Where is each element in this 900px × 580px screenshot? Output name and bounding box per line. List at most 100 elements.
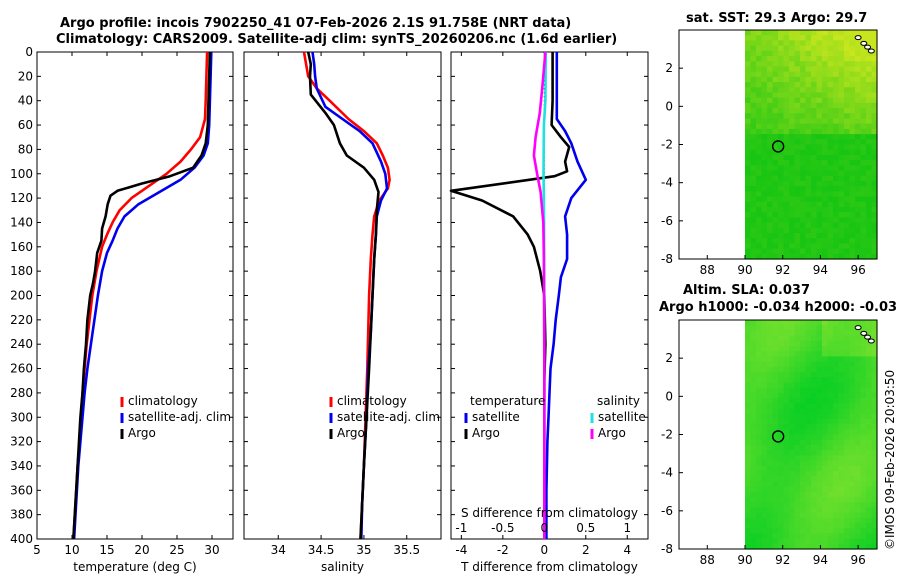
altim-sla-map-cell [838,325,845,331]
sat-sst-map-cell [833,243,840,250]
altim-sla-map-cell [783,465,790,472]
sat-sst-map-cell [805,196,812,203]
altim-sla-map-cell [833,398,840,404]
sat-sst-map-cell [822,154,829,161]
altim-sla-map-cell [800,502,807,508]
altim-sla-map-cell [778,346,785,352]
altim-sla-map-cell [849,408,856,415]
sat-sst-map-cell [816,180,823,187]
altim-sla-map-cell [750,470,757,477]
altim-sla-map-cell [794,481,801,488]
altim-sla-map-cell [833,522,840,529]
altim-sla-map-cell [849,413,856,420]
sat-sst-map-cell [855,92,862,99]
altim-sla-map-cell [871,512,878,519]
altim-sla-map-cell [827,372,834,378]
sat-sst-map-cell [811,201,818,208]
sat-sst-map-cell [860,134,867,140]
sat-sst-map-cell [833,144,840,151]
sat-sst-map-cell [745,76,752,83]
altim-sla-map-cell [866,496,873,503]
altim-sla-map-cell [800,418,807,425]
altim-sla-map-cell [849,372,856,378]
sat-sst-map [678,29,878,260]
sat-sst-map-cell [833,180,840,187]
sat-sst-map-cell [745,165,752,172]
altim-sla-map-cell [844,424,851,430]
altim-sla-map-cell [783,450,790,456]
altim-sla-map-cell [816,496,823,503]
sat-sst-map-ytick-label: -6 [661,214,673,228]
altim-sla-map-cell [866,460,873,467]
altim-sla-map-cell [822,413,829,420]
sat-sst-map-cell [816,217,823,224]
altim-sla-map-cell [855,424,862,430]
sat-sst-map-cell [816,222,823,229]
sat-sst-map-cell [860,149,867,156]
sat-sst-map-cell [783,243,790,250]
altim-sla-map-cell [866,491,873,498]
altim-sla-map-cell [789,413,796,420]
altim-sla-map-cell [866,444,873,451]
altim-sla-map-cell [800,543,807,550]
altim-sla-map-cell [756,533,763,540]
altim-sla-map-cell [833,491,840,498]
altim-sla-map-cell [772,320,779,326]
altim-sla-map-cell [778,486,785,493]
sat-sst-map-cell [866,227,873,234]
altim-sla-map-cell [805,491,812,498]
altim-sla-map-cell [838,434,845,441]
sat-sst-map-cell [816,123,823,130]
altim-sla-map-cell [750,382,757,389]
sat-sst-map-cell [827,232,834,239]
altim-sla-map-cell [838,413,845,420]
sat-sst-map-track-marker [860,40,868,46]
altim-sla-map-cell [794,403,801,410]
altim-sla-map-cell [811,491,818,498]
altim-sla-map-cell [833,470,840,477]
altim-sla-map-cell [767,366,774,373]
altim-sla-map-cell [767,429,774,436]
sat-sst-map-cell [822,139,829,146]
altim-sla-map-cell [756,522,763,529]
altim-sla-map-cell [778,361,785,368]
altim-sla-map-cell [871,455,878,462]
altim-sla-map-cell [811,528,818,534]
altim-sla-map-cell [767,444,774,451]
sat-sst-map-cell [767,232,774,239]
sat-sst-map-cell [811,76,818,83]
sat-sst-map-cell [756,238,763,244]
sat-sst-map-cell [849,232,856,239]
sat-sst-map-cell [860,87,867,94]
sat-sst-map-cell [816,61,823,68]
sat-sst-map-cell [860,97,867,104]
altim-sla-map-cell [871,429,878,436]
altim-sla-map-cell [761,522,768,529]
salinity-legend-label: Argo [337,426,365,440]
sat-sst-map-cell [761,227,768,234]
altim-sla-map-cell [761,455,768,462]
altim-sla-map-cell [822,340,829,347]
sat-sst-map-cell [849,76,856,83]
altim-sla-map-cell [822,325,829,331]
sat-sst-map-cell [745,222,752,229]
sat-sst-map-cell [833,196,840,203]
altim-sla-map-cell [756,325,763,331]
sat-sst-map-cell [761,191,768,198]
sat-sst-map-cell [745,186,752,192]
altim-sla-map-cell [794,517,801,524]
sat-sst-map-cell [833,165,840,172]
altim-sla-map-cell [800,533,807,540]
temperature-profile-ytick-label: 120 [10,191,33,205]
difference-profile-series-temperature-satellite [545,52,588,539]
altim-sla-map-cell [778,372,785,378]
sat-sst-map-cell [827,248,834,255]
altim-sla-map-cell [750,465,757,472]
altim-sla-map-cell [761,450,768,456]
diff-temperature-legend-label: Argo [472,426,500,440]
temperature-profile-ytick-label: 0 [25,45,33,59]
sat-sst-map-track-marker [864,44,872,50]
altim-sla-map-cell [860,491,867,498]
sat-sst-map-cell [783,134,790,140]
altim-sla-map-cell [783,470,790,477]
